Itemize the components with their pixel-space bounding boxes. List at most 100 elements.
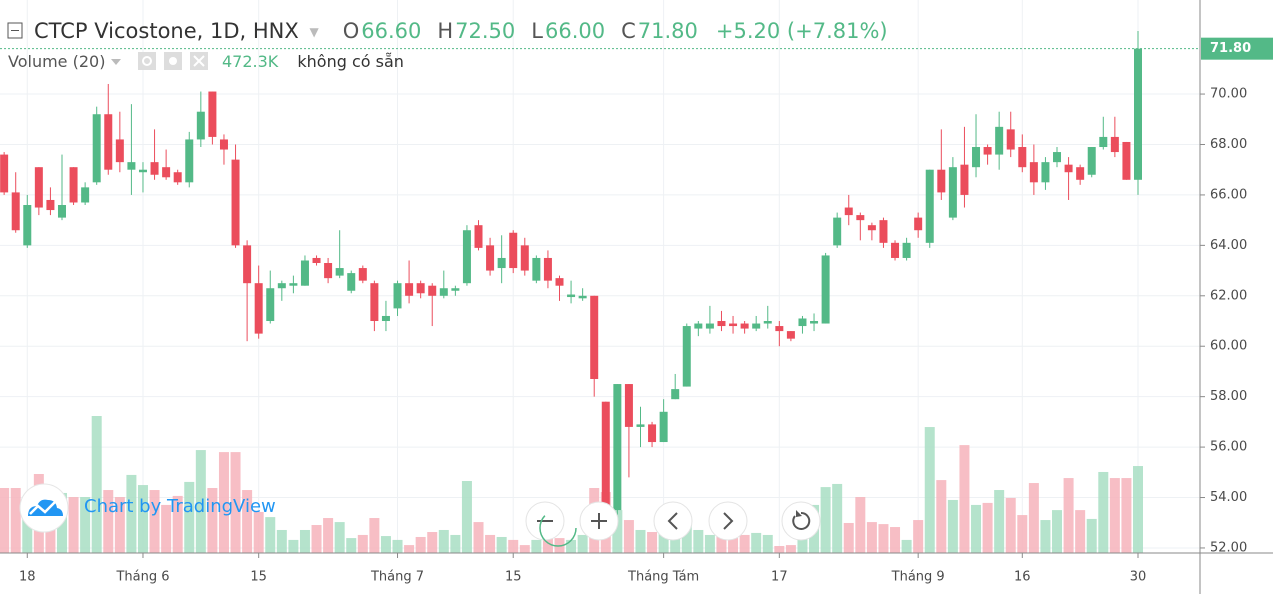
- volume-bar: [346, 538, 357, 553]
- candle-body: [81, 187, 90, 203]
- y-tick-label: 64.00: [1210, 238, 1247, 253]
- candle-body: [972, 147, 981, 168]
- volume-bar: [218, 452, 229, 553]
- x-tick-label: 30: [1130, 570, 1147, 585]
- volume-bar: [334, 522, 345, 553]
- watermark[interactable]: Chart by TradingView: [84, 496, 276, 517]
- candle-body: [312, 257, 321, 264]
- volume-bar: [438, 529, 449, 553]
- volume-bar: [577, 534, 588, 553]
- candle-body: [1134, 48, 1142, 180]
- candle-body: [798, 318, 807, 327]
- axes: 52.00 54.00 56.00 58.00 60.00 62.00 64.00 66.00…: [0, 37, 1273, 585]
- volume-bar: [172, 495, 183, 553]
- candle-body: [937, 169, 946, 193]
- right-glyph: [723, 512, 734, 530]
- volume-bar: [242, 490, 253, 553]
- volume-bar: [670, 534, 681, 553]
- volume-bar: [658, 525, 669, 553]
- ohlc-value: 71.80: [638, 19, 698, 43]
- candle-body: [104, 114, 113, 170]
- y-tick-label: 56.00: [1210, 440, 1247, 455]
- volume-bar: [473, 522, 484, 553]
- ohlc-key: C: [621, 19, 636, 43]
- candle-body: [752, 323, 761, 329]
- volume-bar: [508, 539, 519, 553]
- candle-body: [891, 242, 900, 258]
- volume-bar: [137, 485, 148, 553]
- candle-body: [659, 411, 668, 443]
- ohlc-key: O: [343, 19, 360, 43]
- ohlc-value: 72.50: [455, 19, 515, 43]
- x-tick-label: 16: [1014, 570, 1031, 585]
- eye-icon[interactable]: [138, 52, 156, 70]
- volume-bar: [276, 529, 287, 553]
- candle-body: [34, 167, 43, 208]
- volume-bar: [936, 480, 947, 553]
- candle-body: [520, 245, 529, 271]
- chart-title: CTCP Vicostone, 1D, HNX: [34, 19, 299, 43]
- candle-body: [289, 283, 298, 286]
- candle-body: [196, 111, 205, 140]
- change: +5.20 (+7.81%): [716, 19, 888, 43]
- candle-body: [555, 278, 564, 286]
- candle-body: [532, 257, 541, 281]
- candle-body: [925, 169, 934, 243]
- volume-bar: [1063, 478, 1074, 553]
- volume-bar: [762, 534, 773, 553]
- volume-bar: [1098, 471, 1109, 553]
- reset-glyph: [792, 511, 811, 530]
- x-tick-label: 15: [250, 570, 267, 585]
- candle-body: [671, 389, 680, 400]
- candle-body: [405, 283, 414, 296]
- x-tick-label: Tháng 6: [115, 570, 169, 585]
- reset-arrow: [796, 510, 802, 517]
- x-tick-label: Tháng 7: [370, 570, 424, 585]
- y-tick-label: 62.00: [1210, 288, 1247, 303]
- volume-bar: [114, 497, 125, 553]
- volume-bar: [265, 517, 276, 553]
- candle-body: [624, 384, 633, 427]
- volume-layer: [0, 416, 1143, 553]
- volume-bar: [184, 481, 195, 553]
- scroll-right-button[interactable]: [708, 501, 748, 541]
- collapse-icon[interactable]: [7, 22, 23, 39]
- candle-body: [844, 207, 853, 216]
- volume-bar: [623, 520, 634, 553]
- volume-bar: [207, 487, 218, 553]
- title-dropdown: ▼: [309, 25, 319, 39]
- volume-bar: [323, 518, 334, 553]
- candle-body: [902, 242, 911, 258]
- y-tick-label: 70.00: [1210, 87, 1247, 102]
- volume-bar: [647, 532, 658, 553]
- volume-bar: [693, 529, 704, 553]
- volume-name: Volume (20): [8, 52, 105, 71]
- scroll-left-button[interactable]: [653, 501, 693, 541]
- candle-body: [243, 245, 252, 284]
- volume-bar: [1121, 478, 1132, 553]
- candle-body: [810, 321, 819, 324]
- volume-bar: [1028, 483, 1039, 553]
- candle-body: [983, 147, 992, 155]
- volume-bar: [496, 536, 507, 553]
- candle-body: [393, 283, 402, 309]
- reset-button[interactable]: [781, 501, 821, 541]
- volume-bar: [832, 483, 843, 553]
- candle-body: [717, 321, 726, 327]
- candle-body: [705, 323, 714, 329]
- candle-body: [763, 321, 772, 324]
- x-tick-label: 15: [505, 570, 522, 585]
- volume-bar: [635, 529, 646, 553]
- volume-bar: [392, 539, 403, 553]
- candle-body: [1006, 129, 1015, 150]
- volume-header: Volume (20): [8, 52, 105, 71]
- volume-dropdown[interactable]: [111, 59, 121, 65]
- volume-bar: [994, 490, 1005, 553]
- remove-x: [193, 55, 205, 67]
- volume-bar: [195, 450, 206, 553]
- last-price-box: [1201, 37, 1273, 60]
- ohlc-key: H: [437, 19, 453, 43]
- volume-bar: [485, 534, 496, 553]
- left-glyph: [667, 512, 678, 530]
- ohlc-value: 66.60: [361, 19, 421, 43]
